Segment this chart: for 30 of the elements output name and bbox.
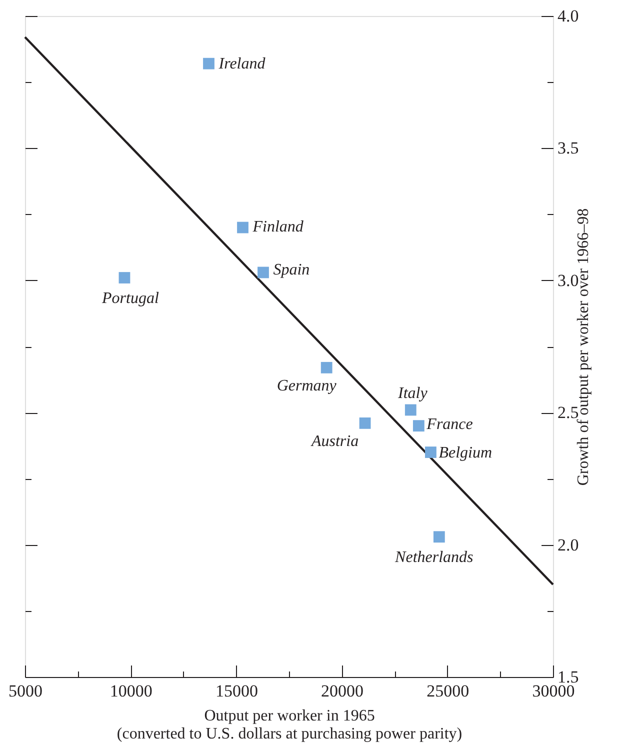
x-tick-label: 5000 (8, 682, 42, 700)
point (404, 404, 416, 416)
x-tick-label: 10000 (110, 682, 152, 700)
x-tick-label: 20000 (321, 682, 364, 700)
point (412, 420, 424, 432)
point (359, 417, 371, 429)
annotation: Netherlands (394, 548, 474, 566)
y-tick-label: 3.5 (558, 138, 579, 158)
annotation: Portugal (101, 290, 160, 307)
annotation: Finland (252, 218, 304, 236)
point (258, 266, 269, 278)
point (118, 272, 130, 284)
annotation: Italy (396, 384, 428, 402)
y-tick-label: 2.0 (558, 535, 579, 554)
point (320, 362, 332, 374)
y-tick-label: 3.0 (558, 270, 579, 290)
x-tick-label: 25000 (426, 682, 470, 700)
annotation: France (426, 416, 473, 433)
point (433, 531, 445, 543)
annotation: Austria (310, 433, 359, 450)
annotation: Spain (273, 261, 310, 278)
point (425, 446, 436, 458)
annotation: Ireland (218, 56, 266, 73)
x-tick-label: 15000 (215, 682, 258, 700)
annotation: Germany (276, 378, 338, 395)
point (203, 58, 214, 70)
x-axis-title: Output per worker in 1965 (converted to U.S. dollars at purchasing power parity) (116, 708, 462, 742)
annotation: Belgium (438, 444, 492, 462)
y-tick-label: 4.0 (558, 6, 579, 26)
point (237, 222, 248, 234)
